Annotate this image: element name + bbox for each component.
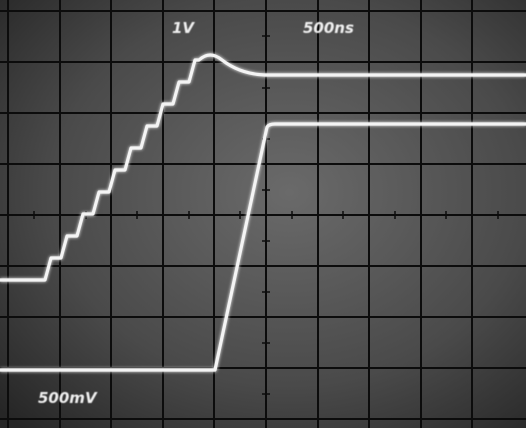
channel2-scale-label: 500mV	[38, 389, 98, 407]
ramp-trace	[0, 122, 526, 372]
volts-per-div-label: 1V	[172, 19, 195, 37]
time-per-div-label: 500ns	[303, 19, 354, 37]
staircase-trace	[0, 53, 526, 282]
